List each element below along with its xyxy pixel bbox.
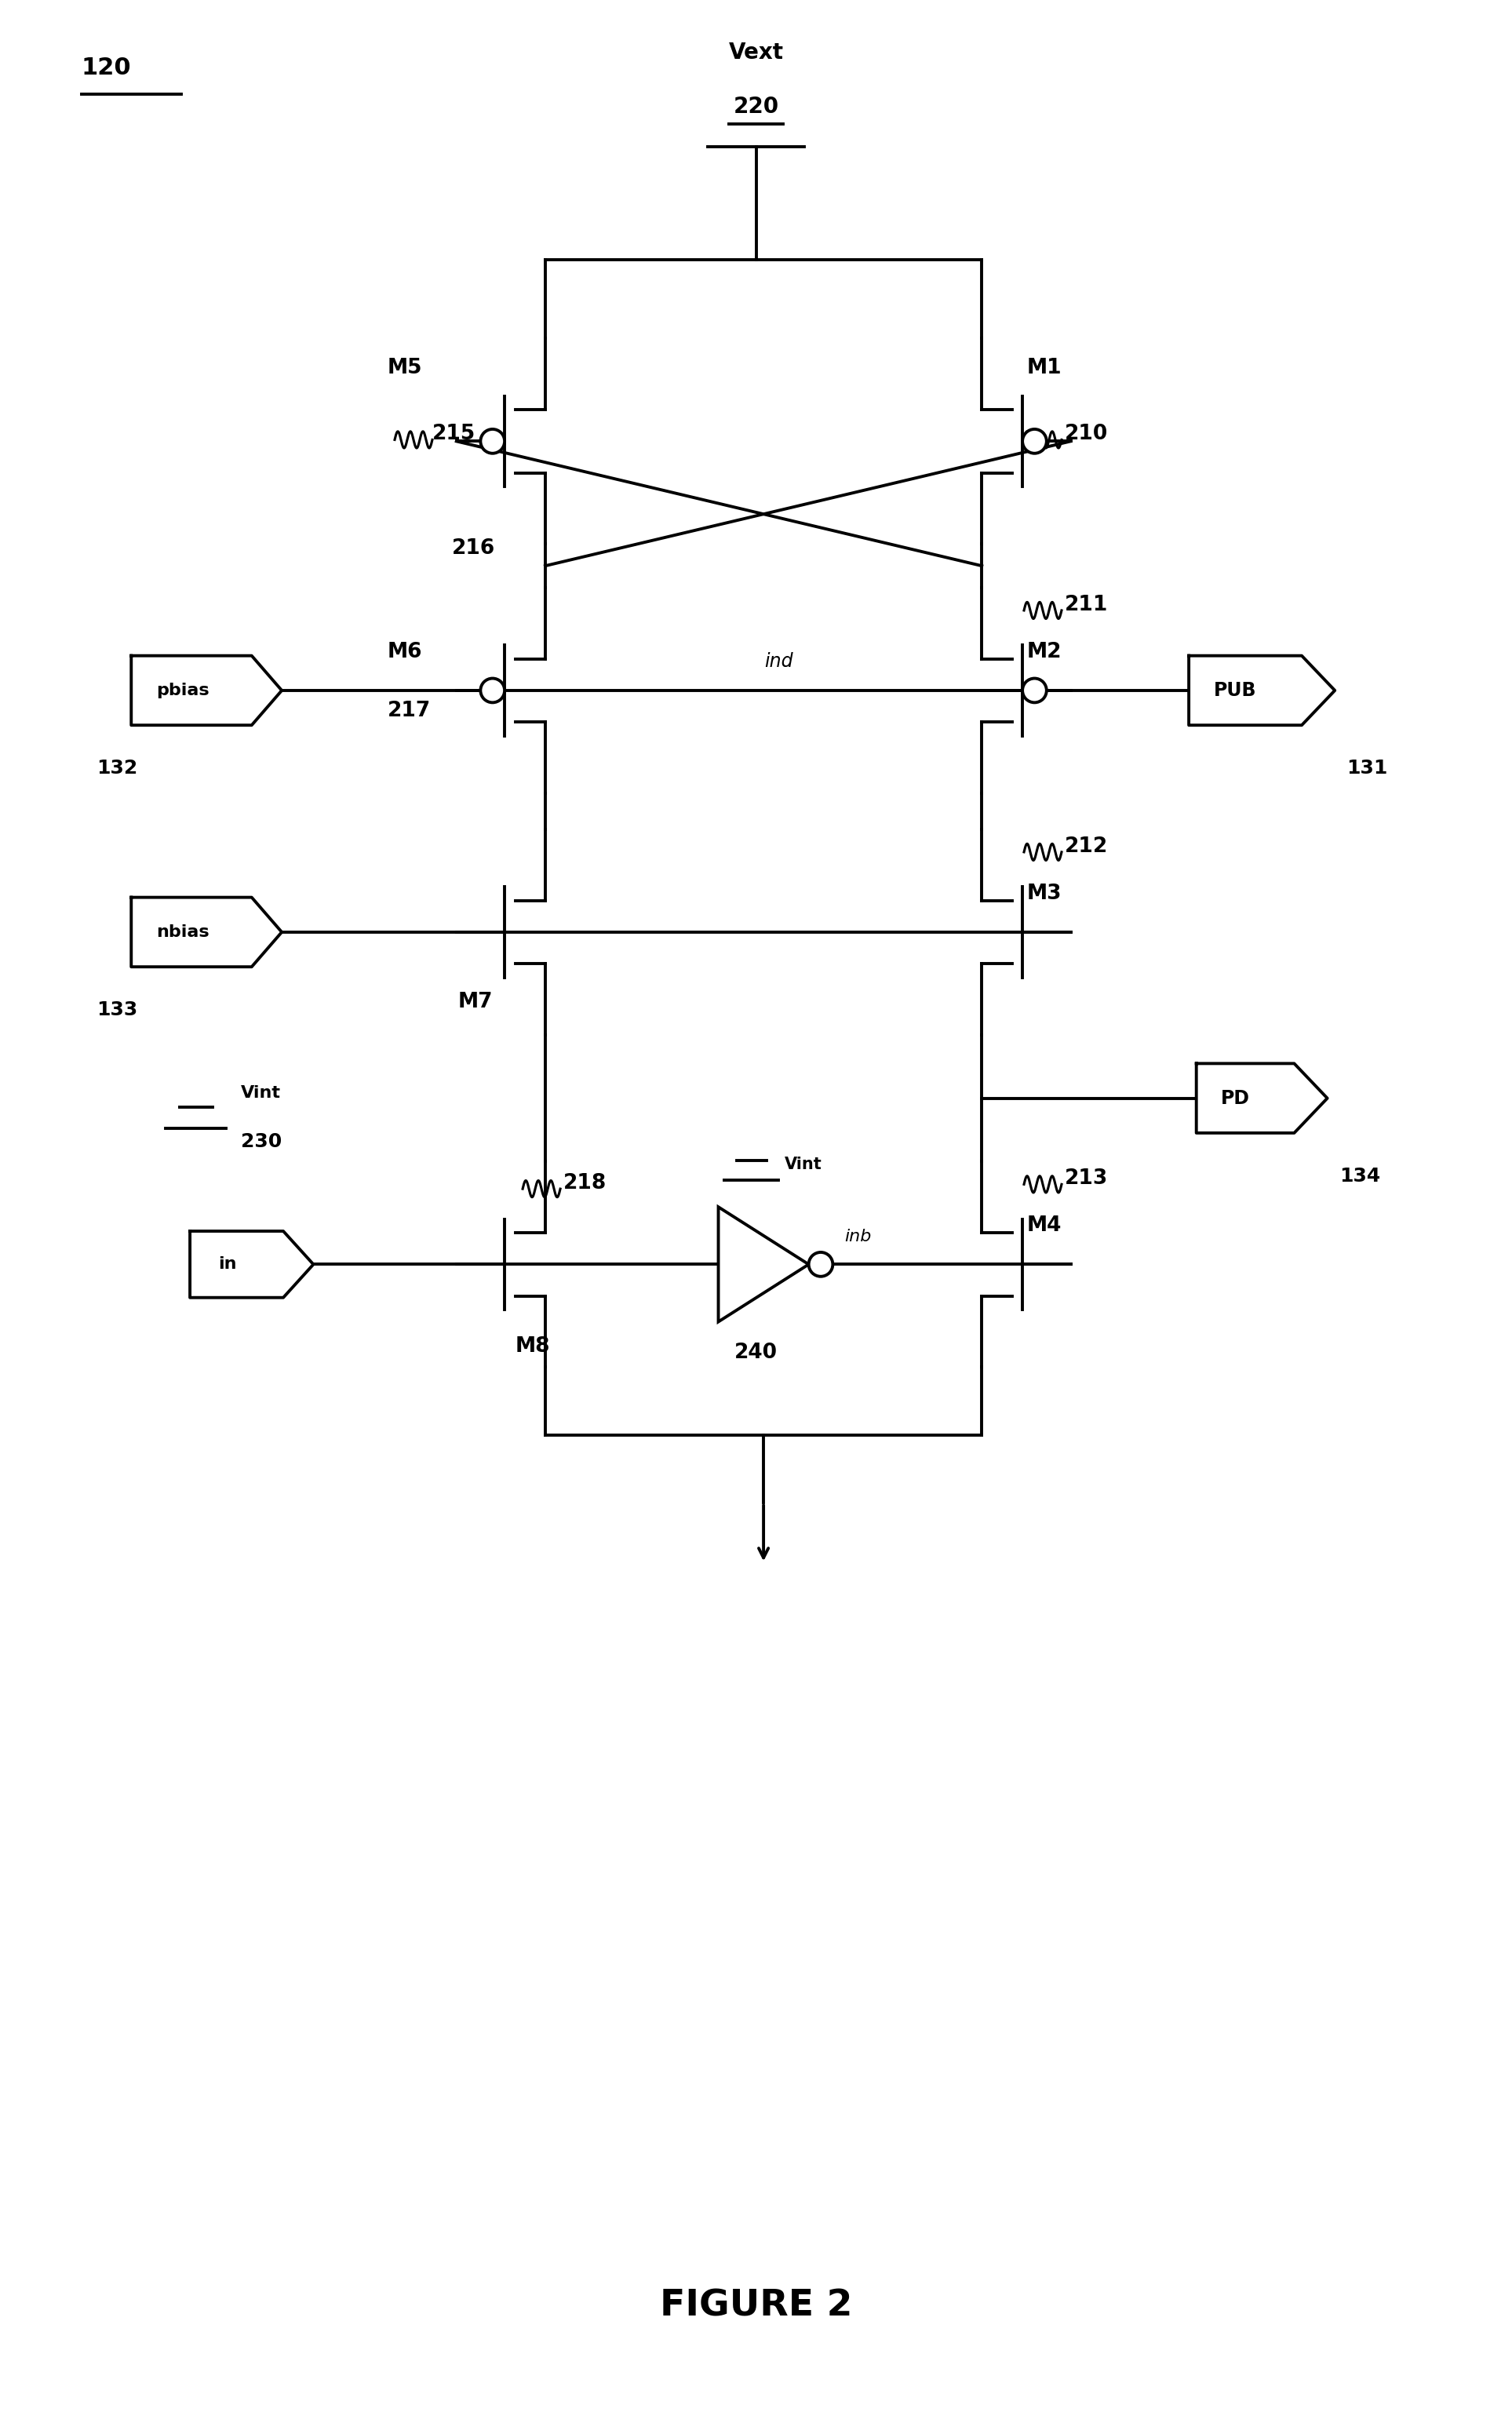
- Text: M4: M4: [1027, 1216, 1061, 1236]
- Text: 218: 218: [564, 1173, 606, 1195]
- Text: Vint: Vint: [785, 1156, 823, 1173]
- Circle shape: [481, 429, 505, 453]
- Polygon shape: [718, 1207, 809, 1323]
- Text: M5: M5: [387, 359, 422, 378]
- Text: 210: 210: [1064, 424, 1108, 443]
- Polygon shape: [132, 657, 281, 724]
- Text: 216: 216: [452, 538, 496, 557]
- Text: in: in: [218, 1258, 237, 1272]
- Text: 120: 120: [82, 56, 132, 80]
- Text: inb: inb: [845, 1228, 872, 1245]
- Text: M1: M1: [1027, 359, 1061, 378]
- Text: 133: 133: [97, 1001, 138, 1020]
- Text: 211: 211: [1064, 594, 1108, 615]
- Text: 240: 240: [735, 1342, 777, 1362]
- Polygon shape: [1196, 1064, 1328, 1134]
- Text: M7: M7: [458, 991, 493, 1013]
- Circle shape: [481, 678, 505, 703]
- Circle shape: [1022, 429, 1046, 453]
- Text: ind: ind: [764, 652, 792, 671]
- Text: 230: 230: [240, 1132, 283, 1151]
- Text: Vint: Vint: [240, 1086, 281, 1100]
- Text: FIGURE 2: FIGURE 2: [659, 2290, 853, 2324]
- Text: M3: M3: [1027, 882, 1061, 904]
- Polygon shape: [132, 897, 281, 967]
- Text: PD: PD: [1220, 1088, 1250, 1107]
- Circle shape: [1022, 678, 1046, 703]
- Text: 212: 212: [1064, 836, 1108, 858]
- Polygon shape: [1188, 657, 1335, 724]
- Circle shape: [809, 1253, 833, 1277]
- Text: M2: M2: [1027, 642, 1061, 661]
- Text: PUB: PUB: [1214, 681, 1256, 700]
- Text: 217: 217: [387, 700, 431, 720]
- Text: M8: M8: [516, 1335, 550, 1357]
- Text: 131: 131: [1347, 758, 1388, 778]
- Text: 132: 132: [97, 758, 138, 778]
- Polygon shape: [191, 1231, 313, 1299]
- Text: Vext: Vext: [729, 41, 783, 63]
- Text: 215: 215: [432, 424, 476, 443]
- Text: 213: 213: [1064, 1168, 1108, 1190]
- Text: pbias: pbias: [156, 683, 209, 698]
- Text: 220: 220: [733, 97, 779, 119]
- Text: M6: M6: [387, 642, 422, 661]
- Text: 134: 134: [1340, 1165, 1380, 1185]
- Text: nbias: nbias: [156, 923, 209, 940]
